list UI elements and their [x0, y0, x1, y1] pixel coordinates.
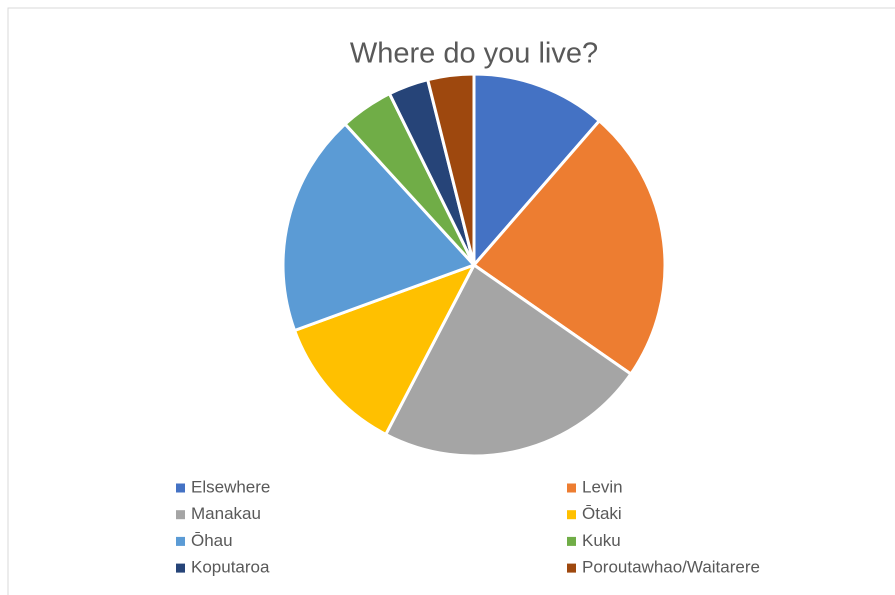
- legend-marker: [176, 483, 185, 493]
- legend-label: Ōhau: [191, 531, 233, 550]
- pie-slice: [383, 262, 633, 458]
- legend-marker: [567, 510, 576, 520]
- legend-label: Levin: [582, 477, 623, 496]
- legend-marker: [567, 536, 576, 546]
- legend-label: Kuku: [582, 531, 621, 550]
- legend-label: Manakau: [191, 504, 261, 523]
- legend-marker: [567, 563, 576, 573]
- chart-title: Where do you live?: [350, 38, 598, 70]
- pie-slice: [292, 262, 478, 437]
- legend-marker: [176, 536, 185, 546]
- legend-label: Poroutawhao/Waitarere: [582, 558, 760, 577]
- legend-marker: [176, 563, 185, 573]
- pie-slice: [425, 72, 476, 266]
- legend-label: Elsewhere: [191, 477, 270, 496]
- legend-marker: [176, 510, 185, 520]
- pie-slice: [472, 72, 602, 270]
- legend-label: Ōtaki: [582, 504, 622, 523]
- pie-slice: [281, 121, 477, 333]
- pie-slice: [471, 118, 667, 377]
- legend-label: Koputaroa: [191, 558, 270, 577]
- legend-marker: [567, 483, 576, 493]
